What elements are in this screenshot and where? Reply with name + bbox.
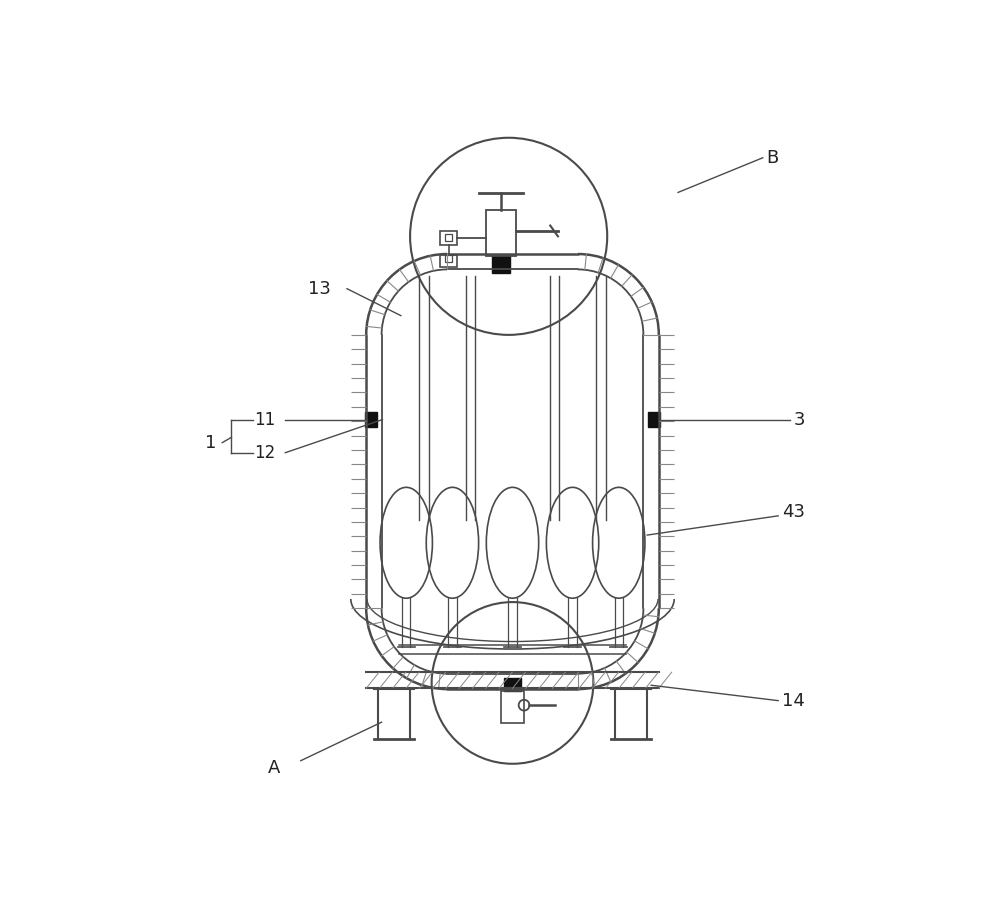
Bar [492, 257, 510, 273]
Text: 43: 43 [782, 503, 805, 521]
Text: 13: 13 [308, 280, 331, 298]
Text: 1: 1 [205, 434, 216, 452]
Text: B: B [767, 149, 779, 167]
Bar [445, 235, 452, 241]
Bar [440, 231, 457, 245]
Text: 14: 14 [782, 691, 805, 710]
Text: 3: 3 [794, 411, 805, 428]
Text: 12: 12 [255, 444, 276, 461]
Bar [501, 691, 524, 723]
Bar [504, 678, 521, 691]
Text: 11: 11 [255, 411, 276, 428]
Bar [648, 412, 660, 427]
Bar [486, 210, 516, 257]
Bar [440, 256, 457, 267]
Text: A: A [268, 759, 280, 778]
Bar [445, 256, 452, 262]
Bar [365, 412, 377, 427]
